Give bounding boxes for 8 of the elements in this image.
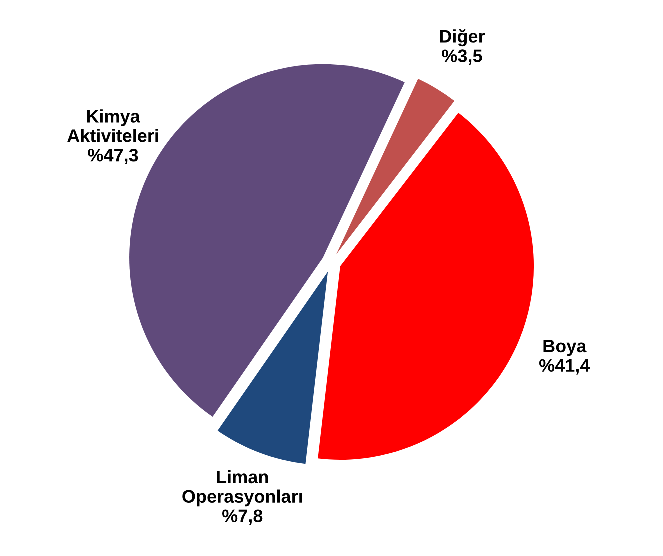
- slice-label: Liman Operasyonları: [182, 470, 302, 507]
- slice-label: Diğer: [440, 29, 486, 47]
- data-label: %3,5: [442, 50, 482, 66]
- slice-label: Kimya Aktiviteleri: [68, 110, 158, 142]
- data-label: %47,3: [88, 148, 138, 164]
- data-label: %7,8: [222, 510, 263, 526]
- slice-label: Boya: [544, 340, 587, 356]
- data-label: %41,4: [539, 359, 590, 375]
